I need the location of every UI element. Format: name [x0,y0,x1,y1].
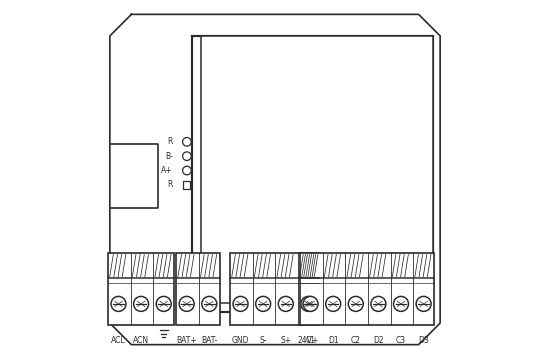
Circle shape [348,297,363,311]
Text: 24V+: 24V+ [298,336,319,345]
Circle shape [393,297,409,311]
Text: ACL: ACL [111,336,126,345]
Circle shape [301,297,316,311]
Bar [201,36,433,303]
Text: BAT+: BAT+ [177,336,197,345]
Text: BAT-: BAT- [201,336,217,345]
Bar [184,181,190,189]
Text: D1: D1 [328,336,338,345]
Circle shape [111,297,126,311]
Text: S+: S+ [280,336,292,345]
Circle shape [202,297,217,311]
Text: GND: GND [232,336,249,345]
Text: C3: C3 [396,336,406,345]
Polygon shape [110,14,440,345]
Circle shape [416,297,431,311]
Text: C2: C2 [351,336,361,345]
Text: R: R [167,137,173,146]
Text: B-: B- [165,151,173,161]
Text: S-: S- [260,336,267,345]
Circle shape [183,166,191,175]
Circle shape [371,297,386,311]
Bar [230,253,319,325]
Circle shape [183,152,191,160]
Bar [192,36,433,312]
Circle shape [278,297,293,311]
Circle shape [303,297,318,311]
Circle shape [326,297,340,311]
Circle shape [134,297,149,311]
Circle shape [233,297,248,311]
Text: A+: A+ [161,166,173,175]
Text: C1: C1 [306,336,316,345]
Text: ACN: ACN [133,336,149,345]
Circle shape [179,297,194,311]
Bar [300,253,434,325]
Text: D3: D3 [418,336,429,345]
Text: D2: D2 [373,336,384,345]
Text: R: R [167,180,173,190]
Circle shape [256,297,271,311]
Bar [176,253,219,325]
Circle shape [156,297,171,311]
Circle shape [183,137,191,146]
Bar [108,253,174,325]
